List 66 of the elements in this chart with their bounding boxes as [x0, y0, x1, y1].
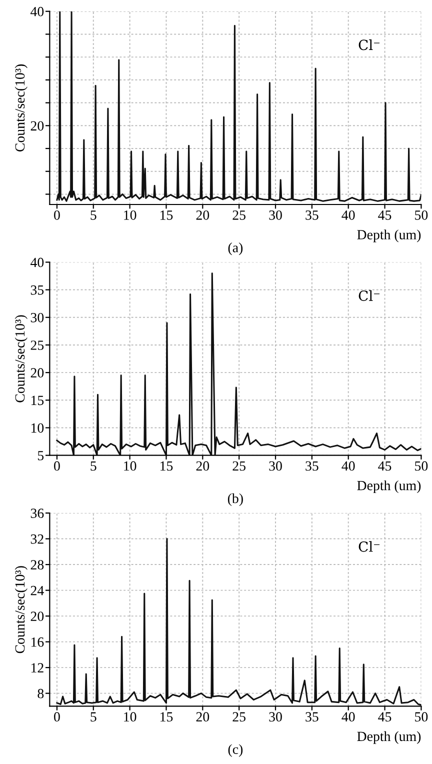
x-tick-label: 30 [269, 712, 282, 722]
y-tick-label: 40 [30, 258, 44, 268]
line-series [56, 11, 422, 202]
y-tick-label: 5 [38, 451, 44, 460]
x-tick-label: 20 [196, 210, 210, 220]
x-tick-label: 5 [90, 210, 96, 220]
annotation: Cl⁻ [358, 541, 380, 552]
y-tick-label: 10 [31, 423, 44, 433]
y-axis-title: Counts/sec(10³) [14, 64, 28, 152]
x-tick-label: 50 [415, 712, 428, 722]
annotation: Cl⁻ [358, 39, 380, 50]
x-tick-label: 20 [196, 712, 210, 722]
x-tick-label: 15 [160, 461, 173, 471]
annotation: Cl⁻ [358, 290, 380, 302]
y-tick-label: 20 [30, 368, 44, 378]
y-tick-label: 36 [30, 508, 44, 518]
x-tick-label: 35 [306, 461, 318, 471]
y-tick-label: 8 [38, 688, 44, 698]
x-tick-label: 30 [269, 210, 282, 220]
x-tick-label: 50 [415, 461, 428, 471]
y-tick-label: 40 [30, 6, 44, 16]
y-axis-title: Counts/sec(10³) [14, 315, 28, 402]
x-tick-label: 50 [415, 210, 428, 220]
x-tick-label: 15 [160, 210, 173, 220]
line-series [56, 272, 422, 456]
x-axis-title: Depth (um) [357, 230, 421, 242]
x-tick-label: 25 [232, 210, 246, 220]
x-tick-label: 35 [306, 712, 318, 722]
x-tick-label: 25 [232, 461, 246, 471]
y-tick-label: 24 [30, 586, 44, 596]
y-tick-label: 25 [30, 340, 44, 350]
x-tick-label: 5 [90, 712, 96, 722]
x-tick-label: 40 [342, 461, 355, 471]
y-tick-label: 32 [30, 534, 44, 544]
x-tick-label: 40 [342, 712, 355, 722]
x-tick-label: 35 [306, 210, 318, 220]
y-tick-label: 35 [30, 285, 44, 295]
y-tick-label: 15 [31, 396, 44, 406]
x-tick-label: 0 [54, 712, 60, 722]
x-tick-label: 45 [378, 210, 392, 220]
y-tick-label: 20 [30, 612, 44, 622]
y-tick-label: 30 [30, 312, 44, 322]
x-tick-label: 0 [54, 210, 60, 220]
x-axis-title: Depth (um) [357, 480, 421, 494]
y-tick-label: 16 [31, 637, 44, 647]
x-axis-title: Depth (um) [357, 731, 421, 744]
x-tick-label: 10 [124, 461, 136, 471]
text: (c) [228, 744, 243, 757]
x-tick-label: 5 [90, 461, 96, 471]
x-tick-label: 10 [124, 712, 136, 722]
y-tick-label: 20 [30, 121, 44, 131]
x-tick-label: 40 [342, 210, 355, 220]
y-tick-label: 12 [31, 663, 44, 672]
x-tick-label: 25 [232, 712, 246, 722]
y-axis-title: Counts/sec(10³) [14, 566, 28, 654]
x-tick-label: 45 [378, 712, 392, 722]
x-tick-label: 20 [196, 461, 210, 471]
x-tick-label: 10 [124, 210, 136, 220]
text: (a) [228, 242, 243, 256]
x-tick-label: 15 [160, 712, 173, 722]
text: (b) [228, 493, 243, 506]
x-tick-label: 30 [269, 461, 282, 471]
x-tick-label: 45 [378, 461, 392, 471]
x-tick-label: 0 [54, 461, 60, 471]
y-tick-label: 28 [30, 560, 44, 570]
line-series [56, 538, 422, 706]
